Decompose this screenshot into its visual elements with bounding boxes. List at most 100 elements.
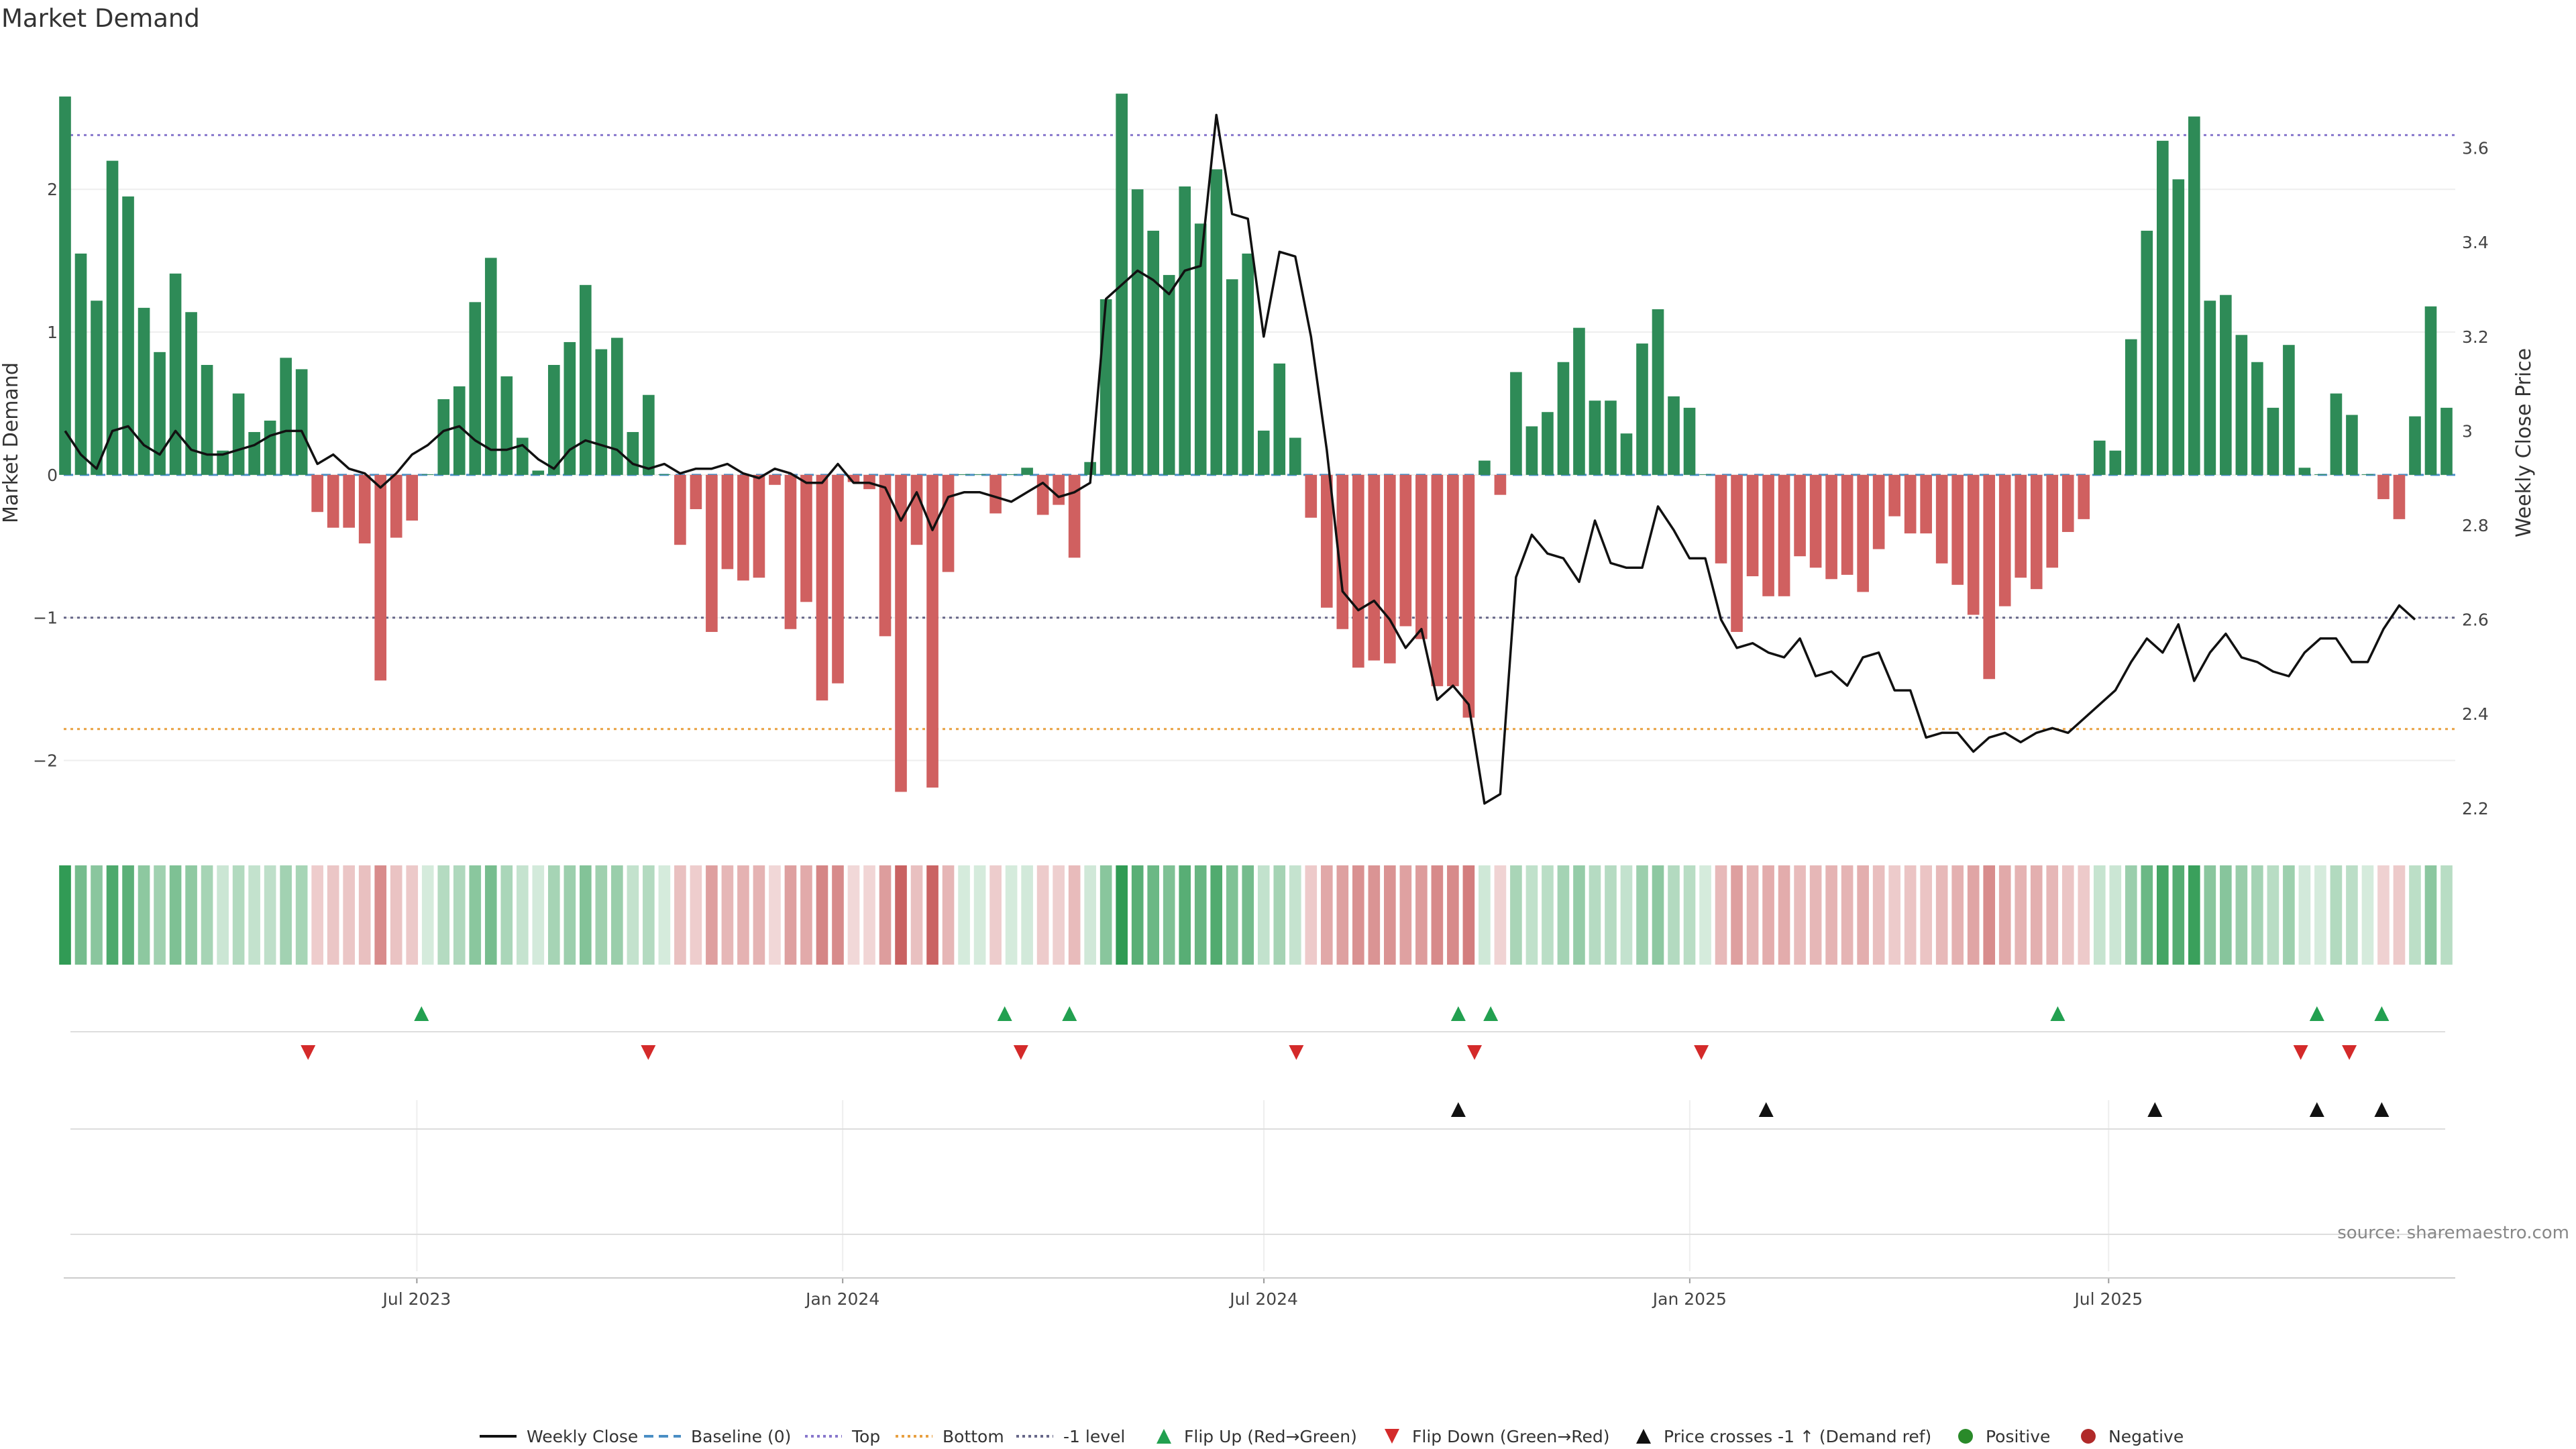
demand-bar-negative bbox=[2061, 474, 2074, 533]
heat-cell bbox=[1005, 865, 1018, 965]
heat-cell bbox=[1998, 865, 2011, 965]
heat-cell bbox=[1068, 865, 1081, 965]
legend: Weekly Close Baseline (0) Top Bottom -1 leve… bbox=[480, 1427, 2184, 1446]
heat-cell bbox=[2424, 865, 2437, 965]
demand-bar-positive bbox=[2267, 407, 2279, 475]
heat-cell bbox=[1731, 865, 1743, 965]
y-tick-label: −1 bbox=[33, 608, 58, 628]
heat-cell bbox=[2251, 865, 2263, 965]
demand-bar-positive bbox=[2361, 474, 2374, 475]
demand-bar-positive bbox=[1573, 327, 1585, 475]
demand-bar-positive bbox=[106, 160, 119, 475]
demand-bar-negative bbox=[706, 474, 718, 633]
demand-bar-positive bbox=[1636, 343, 1648, 475]
demand-bar-positive bbox=[2330, 393, 2343, 475]
heat-cell bbox=[343, 865, 355, 965]
grid bbox=[64, 189, 2455, 1271]
y2-tick-label: 2.2 bbox=[2462, 799, 2489, 818]
heat-cell bbox=[1557, 865, 1570, 965]
heat-cell bbox=[1494, 865, 1507, 965]
heat-cell bbox=[784, 865, 797, 965]
heat-cell bbox=[627, 865, 639, 965]
demand-bar-negative bbox=[1431, 474, 1444, 686]
legend-item: Price crosses -1 ↑ (Demand ref) bbox=[1636, 1427, 1931, 1446]
demand-bar-negative bbox=[343, 474, 355, 528]
demand-bar-negative bbox=[1305, 474, 1318, 518]
legend-item: Bottom bbox=[896, 1427, 1004, 1446]
demand-bar-negative bbox=[989, 474, 1002, 514]
demand-bar-positive bbox=[217, 450, 229, 475]
demand-bar-negative bbox=[895, 474, 907, 792]
heat-cell bbox=[2093, 865, 2106, 965]
flip-up-marker bbox=[997, 1006, 1012, 1021]
heat-cell bbox=[721, 865, 734, 965]
heat-cell bbox=[2330, 865, 2343, 965]
demand-bar-negative bbox=[800, 474, 812, 602]
heat-cell bbox=[800, 865, 812, 965]
demand-bar-negative bbox=[2015, 474, 2027, 578]
y2-tick-label: 2.8 bbox=[2462, 516, 2489, 535]
x-tick-label: Jan 2025 bbox=[1652, 1289, 1727, 1309]
demand-bar-positive bbox=[2283, 345, 2295, 475]
demand-bar-positive bbox=[1021, 468, 1033, 475]
demand-bar-negative bbox=[926, 474, 938, 788]
price-cross-marker bbox=[1758, 1102, 1774, 1117]
demand-bar-negative bbox=[1352, 474, 1364, 668]
heat-cell bbox=[500, 865, 513, 965]
demand-bar-negative bbox=[358, 474, 371, 544]
demand-bar-positive bbox=[1525, 426, 1538, 475]
demand-bar-negative bbox=[390, 474, 402, 538]
demand-bar-negative bbox=[1368, 474, 1381, 661]
flip-up-marker bbox=[1062, 1006, 1077, 1021]
demand-bar-negative bbox=[784, 474, 797, 629]
demand-bar-negative bbox=[406, 474, 419, 521]
demand-bar-positive bbox=[1163, 274, 1175, 475]
demand-bar-positive bbox=[1652, 309, 1664, 475]
demand-bar-positive bbox=[611, 337, 623, 475]
heat-cell bbox=[2235, 865, 2248, 965]
y2-tick-label: 2.6 bbox=[2462, 610, 2489, 630]
demand-heat-strip bbox=[59, 865, 2453, 965]
heat-cell bbox=[2015, 865, 2027, 965]
flip-up-marker bbox=[2374, 1006, 2390, 1021]
demand-bar-negative bbox=[1841, 474, 1854, 575]
heat-cell bbox=[611, 865, 623, 965]
heat-cell bbox=[2377, 865, 2390, 965]
y2-axis-ticks: 3.6 3.4 3.2 3 2.8 2.6 2.4 2.2 bbox=[2462, 139, 2489, 818]
flip-markers bbox=[70, 1006, 2445, 1060]
heat-cell bbox=[847, 865, 860, 965]
demand-bar-positive bbox=[1668, 396, 1680, 475]
demand-bar-positive bbox=[2298, 468, 2311, 475]
demand-bar-negative bbox=[769, 474, 781, 485]
heat-cell bbox=[1809, 865, 1822, 965]
demand-bar-negative bbox=[1320, 474, 1333, 608]
heat-cell bbox=[2125, 865, 2137, 965]
demand-bar-negative bbox=[2030, 474, 2043, 590]
heat-cell bbox=[1242, 865, 1254, 965]
heat-cell bbox=[248, 865, 260, 965]
heat-cell bbox=[1099, 865, 1112, 965]
source-note: source: sharemaestro.com bbox=[2337, 1223, 2569, 1243]
demand-bar-positive bbox=[1131, 189, 1144, 475]
demand-bar-negative bbox=[737, 474, 749, 581]
demand-bar-negative bbox=[1462, 474, 1475, 718]
demand-bar-positive bbox=[1084, 462, 1096, 475]
demand-bar-positive bbox=[1683, 407, 1696, 475]
demand-bar-negative bbox=[1746, 474, 1759, 577]
legend-label: Top bbox=[851, 1427, 880, 1446]
heat-cell bbox=[769, 865, 781, 965]
legend-label: Flip Up (Red→Green) bbox=[1184, 1427, 1357, 1446]
chart-title: Market Demand bbox=[1, 4, 200, 33]
demand-bar-negative bbox=[1336, 474, 1349, 629]
demand-bar-negative bbox=[2078, 474, 2090, 519]
heat-cell bbox=[516, 865, 529, 965]
demand-bar-positive bbox=[154, 352, 166, 475]
demand-bar-positive bbox=[2157, 140, 2169, 475]
y-tick-label: −2 bbox=[33, 751, 58, 771]
demand-bar-positive bbox=[1699, 474, 1711, 475]
heat-cell bbox=[1668, 865, 1680, 965]
y-tick-label: 1 bbox=[47, 323, 58, 342]
demand-bar-negative bbox=[1951, 474, 1964, 585]
heat-cell bbox=[1147, 865, 1160, 965]
heat-cell bbox=[1857, 865, 1869, 965]
